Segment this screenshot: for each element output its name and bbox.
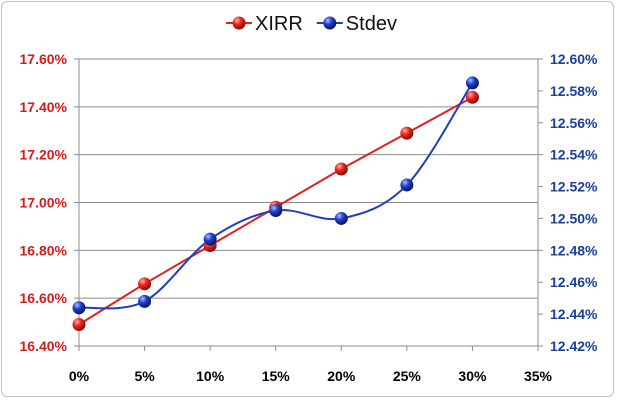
data-point-xirr <box>72 317 86 331</box>
data-point-stdev <box>400 178 414 192</box>
series <box>72 76 479 331</box>
x-axis-tick-label: 15% <box>262 368 291 384</box>
data-point-xirr <box>400 126 414 140</box>
x-axis-tick-label: 30% <box>458 368 487 384</box>
data-point-stdev <box>465 76 479 90</box>
left-axis-tick-label: 17.40% <box>20 99 68 115</box>
legend-marker-xirr <box>232 16 246 30</box>
x-axis-tick-label: 0% <box>69 368 90 384</box>
right-axis-tick-label: 12.60% <box>550 51 598 67</box>
tick-labels: 16.40% 16.60% 16.80% 17.00% 17.20% 17.40% 17.6… <box>20 51 599 384</box>
right-axis-tick-label: 12.46% <box>550 274 598 290</box>
x-axis-tick-label: 10% <box>196 368 225 384</box>
right-axis-tick-label: 12.58% <box>550 83 598 99</box>
data-point-stdev <box>72 301 86 315</box>
axes <box>74 58 543 351</box>
gridlines <box>79 58 538 299</box>
right-axis-tick-label: 12.54% <box>550 147 598 163</box>
data-point-stdev <box>269 203 283 217</box>
left-axis-tick-label: 16.80% <box>20 242 68 258</box>
right-axis-tick-label: 12.44% <box>550 306 598 322</box>
legend-label-stdev: Stdev <box>346 13 397 35</box>
legend-label-xirr: XIRR <box>255 13 303 35</box>
data-point-xirr <box>465 90 479 104</box>
x-axis-tick-label: 35% <box>524 368 553 384</box>
x-axis-tick-label: 5% <box>134 368 155 384</box>
x-axis-tick-label: 20% <box>327 368 356 384</box>
x-axis-tick-label: 25% <box>393 368 422 384</box>
legend-marker-stdev <box>323 16 337 30</box>
right-axis-tick-label: 12.50% <box>550 210 598 226</box>
right-axis-tick-label: 12.48% <box>550 242 598 258</box>
series-line-stdev <box>78 82 474 310</box>
left-axis-tick-label: 16.60% <box>20 290 68 306</box>
left-axis-tick-label: 17.60% <box>20 51 68 67</box>
right-axis-tick-label: 12.56% <box>550 115 598 131</box>
data-point-stdev <box>203 232 217 246</box>
left-axis-tick-label: 17.20% <box>20 147 68 163</box>
data-point-xirr <box>334 162 348 176</box>
data-point-stdev <box>334 211 348 225</box>
left-axis-tick-label: 16.40% <box>20 338 68 354</box>
legend: XIRR Stdev <box>226 13 397 35</box>
data-point-xirr <box>138 277 152 291</box>
data-point-stdev <box>138 294 152 308</box>
left-axis-tick-label: 17.00% <box>20 195 68 211</box>
right-axis-tick-label: 12.42% <box>550 338 598 354</box>
right-axis-tick-label: 12.52% <box>550 179 598 195</box>
